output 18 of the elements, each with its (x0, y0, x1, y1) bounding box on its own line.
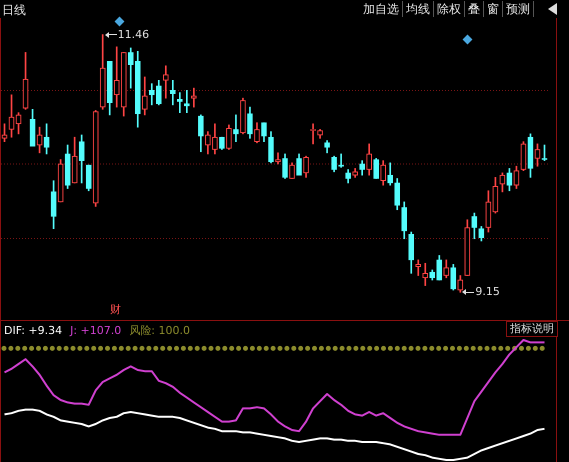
candlestick (275, 152, 281, 164)
text: 除权 (434, 1, 465, 17)
text: 加自选 (360, 1, 403, 17)
text: 均线 (403, 1, 434, 17)
text: 指标说明 (506, 321, 558, 337)
text: 风险: 100.0 (129, 324, 190, 338)
text: 叠 (465, 1, 484, 17)
text: 财 (110, 302, 121, 317)
text: J: +107.0 (70, 324, 122, 338)
annotation: 11.46 (118, 28, 150, 42)
text: 窗 (484, 1, 503, 17)
text: 预测 (503, 1, 534, 17)
chart-title: 日线 (2, 2, 26, 19)
annotation: 9.15 (475, 285, 500, 300)
candlestick (542, 144, 548, 161)
candlestick (233, 114, 239, 142)
text: DIF: +9.34 (4, 324, 62, 338)
candlestick (310, 124, 316, 144)
